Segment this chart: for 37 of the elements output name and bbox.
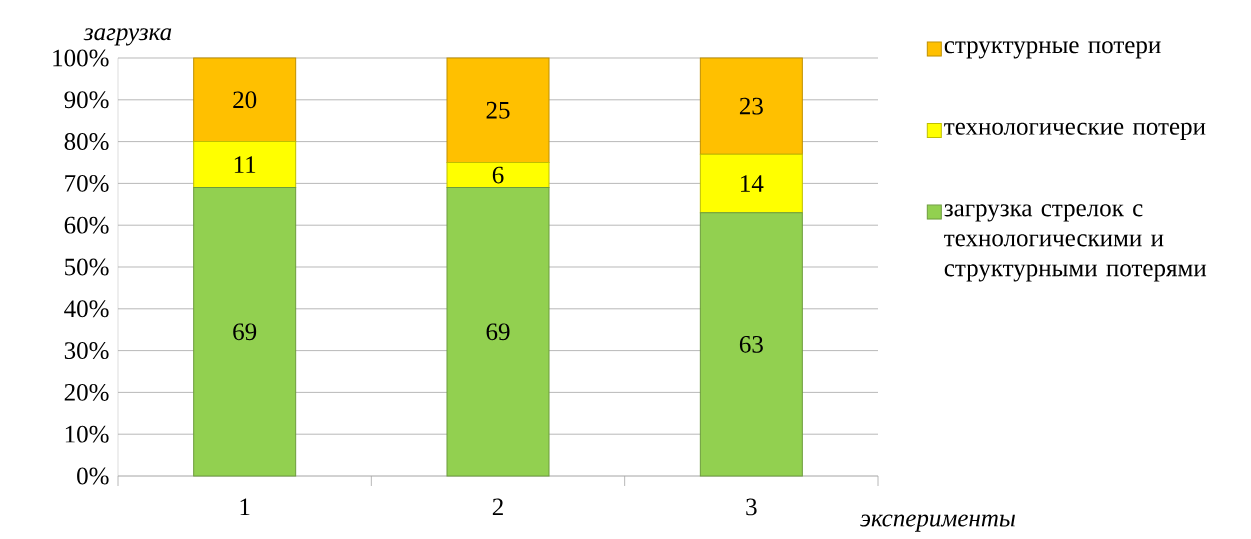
y-tick-label: 90% xyxy=(64,91,109,109)
bar xyxy=(699,57,803,155)
y-tick-label: 20% xyxy=(64,383,109,401)
x-tick-label: 2 xyxy=(492,498,503,516)
y-tick-label: 70% xyxy=(65,174,109,192)
bar xyxy=(446,162,550,189)
data-label: 69 xyxy=(233,323,257,341)
bar xyxy=(446,187,550,477)
data-label: 20 xyxy=(233,91,257,109)
y-axis-title: загрузка xyxy=(83,28,172,46)
data-label: 23 xyxy=(739,97,763,115)
bar xyxy=(699,212,803,477)
bar xyxy=(446,57,550,163)
legend-label: загрузка стрелок с технологическими и структурными потерями xyxy=(944,204,1207,282)
legend-label: технологические потери xyxy=(944,122,1206,140)
y-tick-label: 10% xyxy=(65,425,109,443)
x-tick-label: 3 xyxy=(746,498,757,516)
y-tick-label: 30% xyxy=(64,342,109,360)
data-label: 69 xyxy=(486,323,510,341)
bar xyxy=(699,153,803,214)
bar xyxy=(193,187,297,477)
y-tick-label: 50% xyxy=(65,258,109,276)
y-tick-label: 60% xyxy=(64,216,109,234)
bar xyxy=(193,141,297,189)
y-tick-label: 0% xyxy=(77,467,109,485)
data-label: 25 xyxy=(486,101,510,119)
y-tick-label: 40% xyxy=(64,300,109,318)
legend-label: структурные потери xyxy=(944,41,1161,59)
y-tick-label: 80% xyxy=(64,133,109,151)
x-axis-title: эксперименты xyxy=(859,514,1015,532)
data-label: 14 xyxy=(741,175,764,192)
data-label: 63 xyxy=(739,335,763,353)
data-label: 11 xyxy=(234,156,256,173)
y-tick-label: 100% xyxy=(53,49,109,67)
bar xyxy=(193,57,297,143)
data-label: 6 xyxy=(492,166,504,184)
x-tick-label: 1 xyxy=(240,498,250,516)
